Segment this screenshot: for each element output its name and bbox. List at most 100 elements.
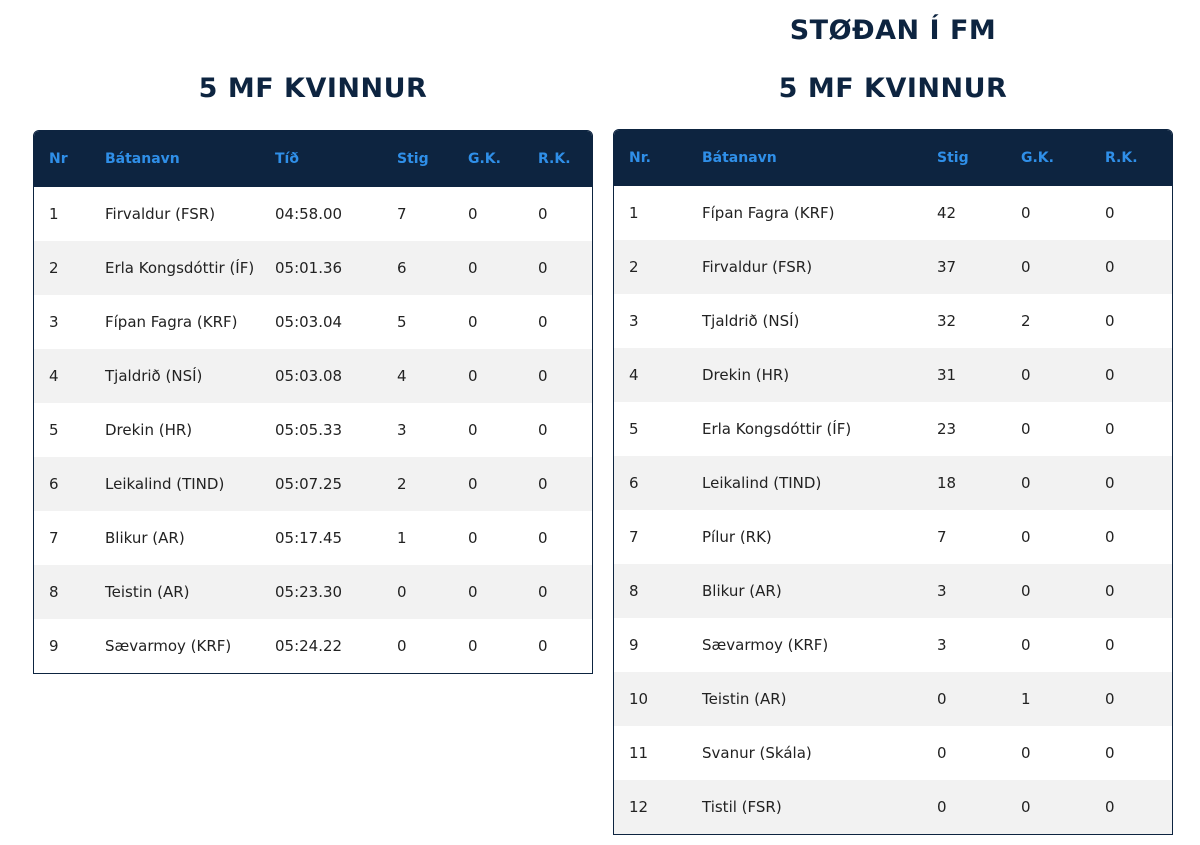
race-result-table-cell: 05:03.08 xyxy=(275,367,343,385)
standings-table-cell: 0 xyxy=(1021,744,1031,762)
standings-table-cell: Erla Kongsdóttir (ÍF) xyxy=(702,420,852,438)
standings-table-cell: 0 xyxy=(1105,528,1115,546)
standings-table-cell: 0 xyxy=(1021,258,1031,276)
standings-header-row: Nr. Bátanavn Stig G.K. R.K. xyxy=(614,130,1172,186)
standings-table-cell: 11 xyxy=(629,744,649,762)
standings-table-cell: 0 xyxy=(1021,366,1031,384)
standings-table-cell: 0 xyxy=(1105,312,1115,330)
standings-table-cell: Drekin (HR) xyxy=(702,366,790,384)
race-result-table-row: 4 Tjaldrið (NSÍ) 05:03.08 4 0 0 xyxy=(34,349,592,403)
standings-table-cell: 0 xyxy=(1105,420,1115,438)
standings-body: 1 Fípan Fagra (KRF) 42 0 0 2 Firvaldur (FSR) 37… xyxy=(614,186,1172,834)
standings-table-cell: Pílur (RK) xyxy=(702,528,772,546)
race-result-table-cell: Leikalind (TIND) xyxy=(105,475,225,493)
race-result-table-cell: 05:23.30 xyxy=(275,583,343,601)
standings-table-cell: 7 xyxy=(629,528,639,546)
standings-table-row: 5 Erla Kongsdóttir (ÍF) 23 0 0 xyxy=(614,402,1172,456)
race-result-table-cell: Teistin (AR) xyxy=(105,583,190,601)
race-result-table-row: 5 Drekin (HR) 05:05.33 3 0 0 xyxy=(34,403,592,457)
standings-table-cell: 12 xyxy=(629,798,649,816)
race-result-table-cell: 6 xyxy=(49,475,59,493)
race-result-table-cell: 0 xyxy=(538,313,548,331)
standings-table-cell: 0 xyxy=(937,690,947,708)
standings-table-cell: 2 xyxy=(1021,312,1031,330)
standings-table-cell: 23 xyxy=(937,420,957,438)
race-result-table-cell: 0 xyxy=(538,637,548,655)
race-result-table-cell: 0 xyxy=(468,475,478,493)
standings-table-cell: Sævarmoy (KRF) xyxy=(702,636,829,654)
standings-table-row: 11 Svanur (Skála) 0 0 0 xyxy=(614,726,1172,780)
standings-table-cell: 0 xyxy=(1021,420,1031,438)
standings-table-cell: 42 xyxy=(937,204,957,222)
race-result-table-cell: 2 xyxy=(49,259,59,277)
race-result-table-cell: 0 xyxy=(538,475,548,493)
standings-table-cell: 9 xyxy=(629,636,639,654)
race-result-table-cell: 0 xyxy=(468,583,478,601)
race-result-table-cell: 4 xyxy=(397,367,407,385)
standings-title: 5 MF KVINNUR xyxy=(778,73,1008,104)
standings-table-cell: 0 xyxy=(1105,690,1115,708)
race-result-table-cell: 0 xyxy=(468,313,478,331)
standings-table-cell: Tjaldrið (NSÍ) xyxy=(702,312,800,330)
race-result-title: 5 MF KVINNUR xyxy=(198,73,428,104)
race-result-table-row: 1 Firvaldur (FSR) 04:58.00 7 0 0 xyxy=(34,187,592,241)
race-result-table-cell: 7 xyxy=(397,205,407,223)
standings-column-header: Stig xyxy=(937,150,969,166)
standings-table-cell: 1 xyxy=(629,204,639,222)
standings-table-cell: 0 xyxy=(1105,366,1115,384)
standings-table-row: 7 Pílur (RK) 7 0 0 xyxy=(614,510,1172,564)
standings-table-cell: 5 xyxy=(629,420,639,438)
standings-table-cell: Firvaldur (FSR) xyxy=(702,258,813,276)
race-result-table-cell: 0 xyxy=(397,637,407,655)
standings-table-row: 2 Firvaldur (FSR) 37 0 0 xyxy=(614,240,1172,294)
race-result-table-cell: 05:05.33 xyxy=(275,421,343,439)
race-result-table-cell: 4 xyxy=(49,367,59,385)
standings-table: Nr. Bátanavn Stig G.K. R.K. 1 Fípan Fagra (KR… xyxy=(614,130,1172,834)
race-result-column-header: R.K. xyxy=(538,151,571,167)
standings-table-row: 4 Drekin (HR) 31 0 0 xyxy=(614,348,1172,402)
race-result-table-cell: 05:24.22 xyxy=(275,637,343,655)
race-result-table-cell: 05:17.45 xyxy=(275,529,343,547)
standings-table-cell: 32 xyxy=(937,312,957,330)
standings-table-cell: 8 xyxy=(629,582,639,600)
standings-table-row: 9 Sævarmoy (KRF) 3 0 0 xyxy=(614,618,1172,672)
standings-table-cell: 0 xyxy=(1021,636,1031,654)
race-result-table-cell: 0 xyxy=(538,367,548,385)
standings-table-cell: 1 xyxy=(1021,690,1031,708)
standings-table-cell: 2 xyxy=(629,258,639,276)
standings-table-row: 8 Blikur (AR) 3 0 0 xyxy=(614,564,1172,618)
standings-column-header: Nr. xyxy=(629,150,651,166)
race-result-table-cell: 5 xyxy=(49,421,59,439)
race-result-table-cell: 05:07.25 xyxy=(275,475,343,493)
standings-table-cell: 0 xyxy=(1021,204,1031,222)
standings-table-cell: Teistin (AR) xyxy=(702,690,787,708)
race-result-table-cell: 0 xyxy=(468,637,478,655)
race-result-table-cell: 0 xyxy=(468,421,478,439)
standings-column-header: G.K. xyxy=(1021,150,1054,166)
race-result-table-wrapper: Nr Bátanavn Tíð Stig G.K. R.K. 1 Firvaldur (FS… xyxy=(33,130,593,674)
standings-table-cell: 18 xyxy=(937,474,957,492)
standings-table-row: 10 Teistin (AR) 0 1 0 xyxy=(614,672,1172,726)
standings-table-cell: 0 xyxy=(1105,474,1115,492)
race-result-table-cell: 04:58.00 xyxy=(275,205,343,223)
standings-table-cell: Fípan Fagra (KRF) xyxy=(702,204,835,222)
race-result-table-cell: Sævarmoy (KRF) xyxy=(105,637,232,655)
race-result-table-cell: 5 xyxy=(397,313,407,331)
race-result-table-cell: 8 xyxy=(49,583,59,601)
standings-table-cell: Svanur (Skála) xyxy=(702,744,812,762)
race-result-table-cell: 6 xyxy=(397,259,407,277)
race-result-column-header: Tíð xyxy=(275,151,299,167)
race-result-table-row: 9 Sævarmoy (KRF) 05:24.22 0 0 0 xyxy=(34,619,592,673)
race-result-table-cell: 0 xyxy=(468,205,478,223)
standings-table-cell: 10 xyxy=(629,690,649,708)
race-result-table-cell: 3 xyxy=(49,313,59,331)
standings-table-cell: 7 xyxy=(937,528,947,546)
race-result-column-header: Nr xyxy=(49,151,68,167)
standings-table-row: 3 Tjaldrið (NSÍ) 32 2 0 xyxy=(614,294,1172,348)
standings-table-row: 1 Fípan Fagra (KRF) 42 0 0 xyxy=(614,186,1172,240)
standings-table-cell: Tistil (FSR) xyxy=(702,798,782,816)
race-result-table-row: 8 Teistin (AR) 05:23.30 0 0 0 xyxy=(34,565,592,619)
race-result-table-cell: Fípan Fagra (KRF) xyxy=(105,313,238,331)
race-result-table-cell: 9 xyxy=(49,637,59,655)
standings-table-wrapper: Nr. Bátanavn Stig G.K. R.K. 1 Fípan Fagra (KR… xyxy=(613,129,1173,835)
